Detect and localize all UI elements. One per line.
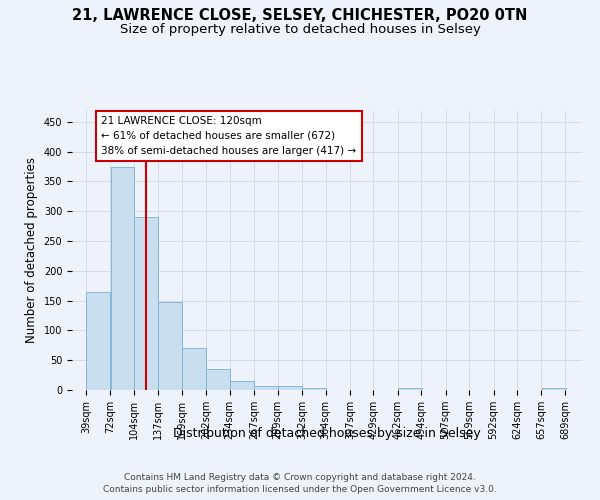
Bar [134, 217, 158, 390]
Text: Distribution of detached houses by size in Selsey: Distribution of detached houses by size … [173, 428, 481, 440]
Bar [278, 386, 302, 390]
Bar [158, 302, 182, 390]
Text: Contains public sector information licensed under the Open Government Licence v3: Contains public sector information licen… [103, 485, 497, 494]
Bar [230, 381, 254, 390]
Bar [206, 369, 230, 390]
Bar [254, 386, 278, 390]
Bar [86, 292, 110, 390]
Bar [398, 388, 422, 390]
Bar [110, 166, 134, 390]
Y-axis label: Number of detached properties: Number of detached properties [25, 157, 38, 343]
Bar [542, 388, 566, 390]
Bar [182, 348, 206, 390]
Text: Contains HM Land Registry data © Crown copyright and database right 2024.: Contains HM Land Registry data © Crown c… [124, 472, 476, 482]
Text: 21 LAWRENCE CLOSE: 120sqm
← 61% of detached houses are smaller (672)
38% of semi: 21 LAWRENCE CLOSE: 120sqm ← 61% of detac… [101, 116, 356, 156]
Text: 21, LAWRENCE CLOSE, SELSEY, CHICHESTER, PO20 0TN: 21, LAWRENCE CLOSE, SELSEY, CHICHESTER, … [73, 8, 527, 22]
Bar [302, 388, 326, 390]
Text: Size of property relative to detached houses in Selsey: Size of property relative to detached ho… [119, 22, 481, 36]
